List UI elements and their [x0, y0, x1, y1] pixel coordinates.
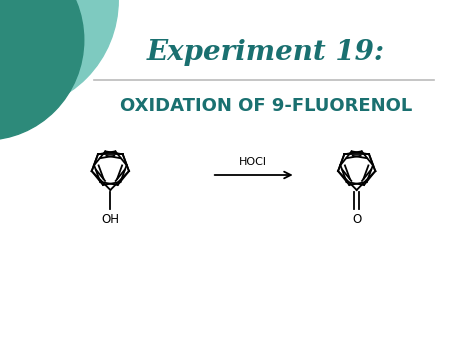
Circle shape	[0, 0, 118, 110]
Text: HOCl: HOCl	[239, 157, 267, 167]
Text: O: O	[352, 213, 361, 226]
Circle shape	[0, 0, 84, 140]
Text: Experiment 19:: Experiment 19:	[147, 40, 385, 67]
Text: OH: OH	[101, 213, 119, 226]
Text: OXIDATION OF 9-FLUORENOL: OXIDATION OF 9-FLUORENOL	[120, 97, 412, 115]
